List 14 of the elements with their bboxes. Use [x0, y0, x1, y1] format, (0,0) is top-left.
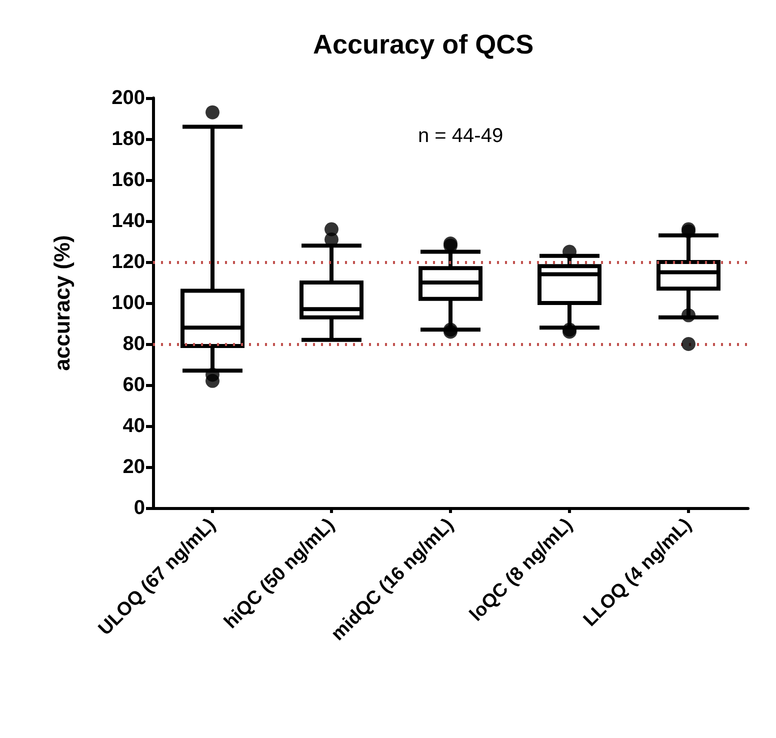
- y-tick-label: 200: [112, 87, 145, 109]
- y-tick-label: 180: [112, 128, 145, 150]
- y-tick-label: 60: [122, 374, 145, 396]
- y-tick-label: 0: [134, 497, 145, 519]
- y-axis-title: accuracy (%): [50, 235, 74, 371]
- y-tick-label: 120: [112, 251, 145, 273]
- y-tick-label: 80: [122, 333, 145, 355]
- y-tick-label: 100: [112, 292, 145, 314]
- y-tick-label: 20: [122, 456, 145, 478]
- y-tick-label: 160: [112, 169, 145, 191]
- y-tick-label: 140: [112, 210, 145, 232]
- chart-title: Accuracy of QCS: [313, 30, 534, 60]
- y-tick-label: 40: [122, 415, 145, 437]
- annotation: n = 44-49: [418, 125, 504, 147]
